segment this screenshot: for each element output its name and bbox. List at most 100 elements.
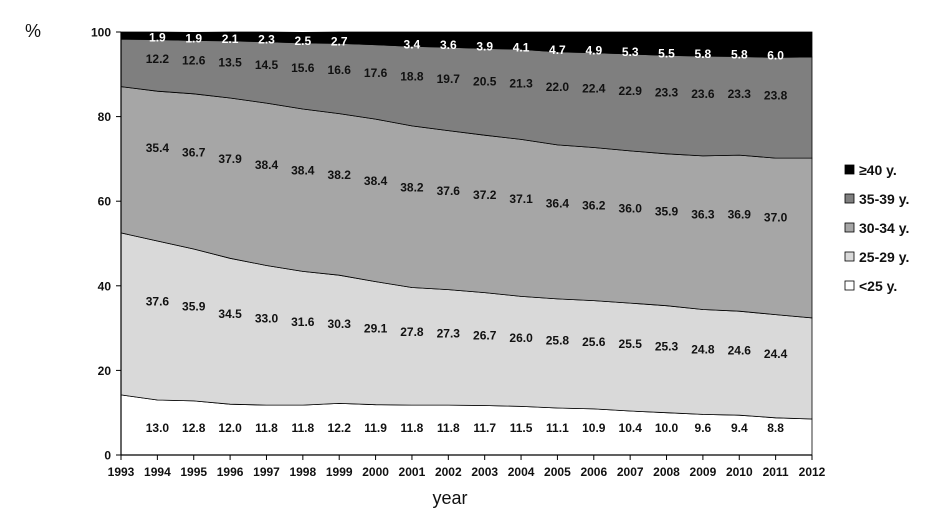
value-label: 13.5	[218, 56, 242, 70]
x-tick-label: 1997	[253, 465, 280, 479]
legend: ≥40 y. 35-39 y. 30-34 y. 25-29 y. <25 y.	[844, 162, 909, 294]
value-label: 12.6	[182, 54, 206, 68]
x-tick-label: 2012	[799, 465, 826, 479]
value-label: 27.8	[400, 325, 424, 339]
value-label: 22.0	[546, 80, 570, 94]
value-label: 12.2	[146, 52, 170, 66]
value-label: 15.6	[291, 61, 315, 75]
value-labels: 13.0 12.8 12.0 11.8 11.8 12.2 11.9 11.8 11.8 11.7…	[146, 31, 788, 435]
axes: 0 20 40 60 80 100 1993 1994 1995 1996 1997 1998 1999…	[91, 26, 826, 480]
value-label: 38.4	[364, 174, 388, 188]
value-label: 23.6	[691, 87, 715, 101]
value-label: 3.9	[476, 40, 493, 54]
y-tick-label: 40	[98, 279, 112, 293]
x-tick-label: 1993	[108, 465, 135, 479]
legend-label: <25 y.	[859, 278, 897, 294]
y-tick-label: 60	[98, 195, 112, 209]
value-label: 11.8	[291, 421, 314, 435]
value-label: 4.1	[513, 40, 530, 54]
value-label: 22.4	[582, 82, 606, 96]
y-axis-title: %	[25, 21, 41, 41]
value-label: 19.7	[437, 72, 461, 86]
value-label: 23.3	[655, 86, 679, 100]
value-label: 3.4	[404, 37, 421, 51]
value-label: 2.1	[222, 32, 239, 46]
value-label: 36.9	[728, 207, 752, 221]
x-axis-title: year	[432, 488, 467, 508]
value-label: 2.5	[294, 34, 311, 48]
value-label: 13.0	[146, 421, 170, 435]
x-tick-label: 1995	[180, 465, 207, 479]
value-label: 9.6	[695, 421, 712, 435]
value-label: 12.2	[328, 421, 352, 435]
value-label: 11.9	[364, 421, 387, 435]
value-label: 11.7	[473, 421, 496, 435]
value-label: 21.3	[509, 77, 533, 91]
value-label: 11.8	[401, 421, 424, 435]
value-label: 35.4	[146, 141, 170, 155]
value-label: 9.4	[731, 421, 748, 435]
value-label: 4.7	[549, 43, 566, 57]
x-tick-label: 1998	[289, 465, 316, 479]
legend-swatch	[844, 251, 855, 262]
value-label: 37.9	[218, 152, 242, 166]
value-label: 2.3	[258, 33, 275, 47]
area-layers	[120, 31, 813, 456]
value-label: 38.2	[328, 168, 352, 182]
value-label: 18.8	[400, 70, 424, 84]
value-label: 6.0	[767, 48, 784, 62]
value-label: 37.0	[764, 211, 788, 225]
x-tick-label: 2000	[362, 465, 389, 479]
value-label: 20.5	[473, 74, 497, 88]
value-label: 35.9	[182, 300, 206, 314]
value-label: 36.0	[619, 202, 643, 216]
x-tick-label: 2011	[763, 465, 789, 479]
value-label: 8.8	[767, 421, 784, 435]
x-tick-label: 2009	[690, 465, 717, 479]
value-label: 2.7	[331, 34, 348, 48]
x-tick-label: 2008	[653, 465, 680, 479]
value-label: 10.4	[619, 421, 643, 435]
value-label: 4.9	[585, 44, 602, 58]
value-label: 33.0	[255, 312, 279, 326]
value-label: 38.4	[255, 158, 279, 172]
value-label: 10.0	[655, 421, 679, 435]
x-tick-label: 1999	[326, 465, 353, 479]
value-label: 38.2	[400, 180, 424, 194]
value-label: 24.4	[764, 347, 788, 361]
value-label: 26.0	[509, 331, 533, 345]
value-label: 31.6	[291, 315, 315, 329]
legend-label: 35-39 y.	[859, 191, 909, 207]
value-label: 12.0	[218, 421, 242, 435]
value-label: 1.9	[149, 31, 166, 45]
value-label: 11.8	[255, 421, 278, 435]
value-label: 12.8	[182, 421, 206, 435]
x-tick-label: 2005	[544, 465, 571, 479]
value-label: 17.6	[364, 66, 388, 80]
value-label: 23.3	[728, 87, 752, 101]
value-label: 23.8	[764, 89, 788, 103]
x-tick-label: 2007	[617, 465, 644, 479]
value-label: 25.8	[546, 333, 570, 347]
legend-label: ≥40 y.	[859, 162, 897, 178]
value-label: 5.8	[695, 47, 712, 61]
legend-label: 25-29 y.	[859, 249, 909, 265]
y-tick-label: 80	[98, 110, 112, 124]
value-label: 3.6	[440, 38, 457, 52]
value-label: 10.9	[582, 421, 606, 435]
value-label: 22.9	[619, 84, 643, 98]
value-label: 11.1	[546, 421, 569, 435]
value-label: 27.3	[437, 327, 461, 341]
value-label: 25.6	[582, 335, 606, 349]
value-label: 16.6	[328, 63, 352, 77]
x-tick-label: 2006	[580, 465, 607, 479]
value-label: 26.7	[473, 329, 497, 343]
value-label: 37.6	[146, 294, 170, 308]
value-label: 24.8	[691, 342, 715, 356]
value-label: 36.3	[691, 207, 715, 221]
y-tick-label: 0	[104, 449, 111, 463]
value-label: 25.5	[619, 337, 643, 351]
legend-swatch	[844, 193, 855, 204]
value-label: 5.5	[658, 46, 675, 60]
